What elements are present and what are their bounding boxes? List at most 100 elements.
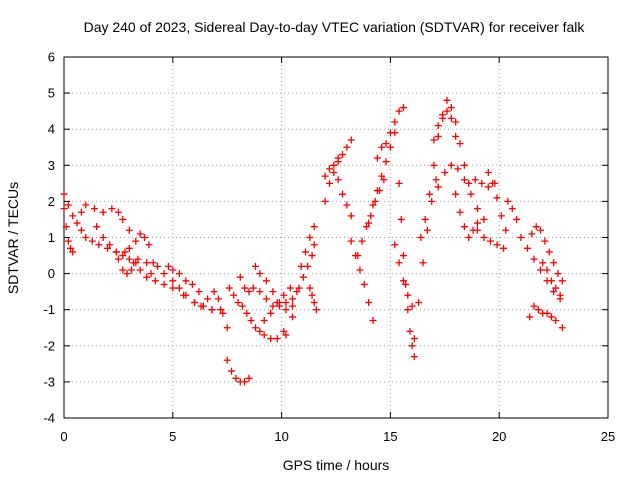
data-point (308, 252, 316, 260)
data-point (132, 237, 140, 245)
data-point (395, 259, 403, 267)
series-sat-z (373, 104, 407, 162)
data-point (93, 223, 101, 231)
data-point (288, 295, 296, 303)
data-point (334, 176, 342, 184)
data-point (236, 273, 244, 281)
data-point (365, 219, 373, 227)
data-point (204, 295, 212, 303)
data-point (354, 252, 362, 260)
series-sat-q (282, 223, 318, 339)
series-sat-r (295, 241, 318, 292)
data-point (528, 230, 536, 238)
data-point (169, 284, 177, 292)
data-point (467, 190, 475, 198)
data-point (249, 284, 257, 292)
data-point (534, 306, 542, 314)
data-point (456, 140, 464, 148)
data-point (423, 226, 431, 234)
data-point (545, 248, 553, 256)
data-point (195, 288, 203, 296)
data-point (523, 244, 531, 252)
data-point (504, 197, 512, 205)
series-sat-ac (410, 176, 440, 343)
data-point (123, 270, 131, 278)
data-point (306, 234, 314, 241)
data-point (530, 302, 538, 310)
data-points (60, 96, 566, 386)
data-point (554, 270, 562, 278)
data-point (62, 223, 70, 231)
data-point (230, 291, 238, 299)
data-point (404, 306, 412, 314)
data-point (473, 205, 481, 213)
data-point (288, 302, 296, 310)
data-point (460, 176, 468, 184)
data-point (454, 165, 462, 173)
data-point (404, 291, 412, 299)
data-point (127, 266, 135, 274)
data-point (262, 295, 270, 303)
data-point (104, 244, 112, 252)
data-point (502, 226, 510, 234)
data-point (369, 317, 377, 325)
x-tick-label: 0 (60, 429, 67, 444)
data-point (330, 161, 338, 169)
data-point (188, 280, 196, 288)
data-point (280, 291, 288, 299)
data-point (558, 324, 566, 332)
data-point (399, 104, 407, 112)
data-point (426, 190, 434, 198)
data-point (373, 187, 381, 195)
data-point (434, 132, 442, 140)
data-point (151, 277, 159, 285)
data-point (267, 335, 275, 343)
data-point (434, 122, 442, 130)
data-point (64, 201, 72, 209)
data-point (67, 244, 75, 252)
data-point (465, 179, 473, 187)
data-point (136, 266, 144, 274)
data-point (395, 179, 403, 187)
series-sat-am (528, 223, 566, 285)
data-point (232, 374, 240, 382)
data-point (497, 212, 505, 220)
x-tick-label: 20 (492, 429, 506, 444)
series-sat-t (321, 136, 355, 205)
series-sat-h (147, 262, 216, 314)
data-point (493, 241, 501, 249)
data-point (378, 172, 386, 180)
series-sat-ab (391, 241, 416, 310)
series-sat-y (365, 129, 399, 227)
data-point (325, 165, 333, 173)
data-point (460, 223, 468, 231)
y-tick-label: 6 (48, 50, 55, 65)
data-point (452, 132, 460, 140)
data-point (238, 302, 246, 310)
data-point (130, 259, 138, 267)
data-point (273, 335, 281, 343)
data-point (480, 215, 488, 223)
data-point (282, 331, 290, 339)
data-point (406, 327, 414, 335)
data-point (410, 353, 418, 361)
data-point (408, 342, 416, 350)
series-sat-x (354, 176, 388, 260)
data-point (273, 298, 281, 306)
data-point (82, 201, 90, 209)
series-sat-o (256, 288, 296, 310)
data-point (382, 140, 390, 148)
data-point (160, 280, 168, 288)
data-point (256, 288, 264, 296)
data-point (169, 266, 177, 274)
series-sat-u (321, 154, 342, 180)
data-point (119, 266, 127, 274)
x-tick-label: 15 (383, 429, 397, 444)
series-sat-ao (539, 259, 564, 299)
data-point (95, 241, 103, 249)
data-point (223, 324, 231, 332)
data-point (537, 226, 545, 234)
data-point (136, 230, 144, 238)
data-point (371, 197, 379, 205)
data-point (402, 280, 410, 288)
